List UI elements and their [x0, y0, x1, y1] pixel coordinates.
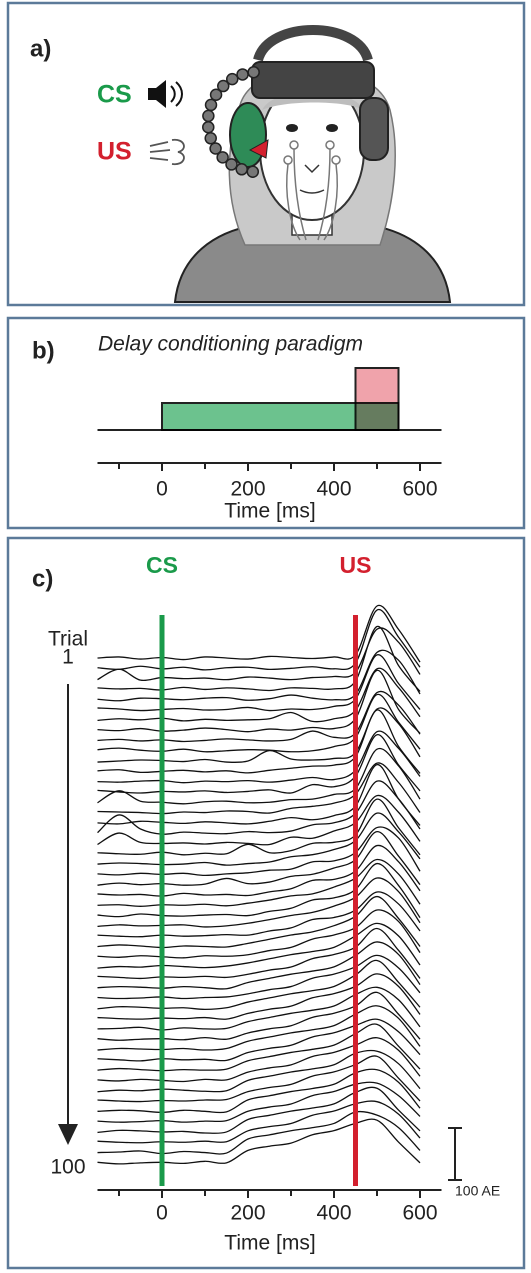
y-tick-label: 100	[50, 1156, 85, 1179]
trace	[97, 1049, 421, 1093]
trace	[97, 709, 421, 774]
cs-label: CS	[97, 81, 132, 109]
trace	[97, 858, 421, 907]
x-tick-label: 200	[230, 478, 265, 501]
trace	[97, 844, 421, 897]
cable-coil	[202, 109, 215, 123]
trace	[97, 1081, 421, 1123]
trace	[97, 991, 421, 1041]
cable-coil	[247, 65, 260, 79]
scale-label: 100 AE	[455, 1183, 500, 1199]
x-tick-label: 400	[316, 1202, 351, 1225]
trace	[97, 649, 421, 702]
trace	[97, 1037, 421, 1083]
trial-arrowhead	[58, 1124, 78, 1145]
trace	[97, 1055, 421, 1103]
trace	[97, 922, 421, 969]
x-tick-label: 0	[156, 1202, 168, 1225]
trace	[97, 909, 421, 959]
panel-title: Delay conditioning paradigm	[98, 333, 363, 356]
trace	[97, 986, 421, 1031]
trace	[97, 891, 421, 938]
x-tick-label: 600	[402, 1202, 437, 1225]
y-tick-label: 1	[62, 646, 74, 669]
trace	[97, 667, 421, 723]
trace	[97, 604, 421, 663]
cable-coil	[216, 151, 229, 164]
trace	[97, 830, 421, 886]
cable-coil	[217, 79, 230, 93]
panel-c-frame	[6, 536, 526, 1270]
onset-label: US	[340, 552, 372, 578]
trace	[97, 1118, 421, 1165]
trace	[97, 877, 421, 928]
x-tick-label: 600	[402, 478, 437, 501]
trace	[97, 1086, 421, 1134]
trace	[97, 1110, 421, 1155]
cable-coil	[202, 120, 215, 134]
trace	[97, 734, 421, 794]
x-tick-label: 400	[316, 478, 351, 501]
trace	[97, 762, 421, 815]
panel-label: c)	[32, 565, 53, 592]
trace	[97, 927, 421, 980]
illustration	[148, 25, 452, 303]
trace	[97, 941, 421, 990]
trace	[97, 1005, 421, 1051]
panel-label: b)	[32, 337, 55, 364]
trace	[97, 1023, 421, 1072]
cable-coil	[204, 98, 218, 112]
us-label: US	[97, 138, 132, 166]
trace	[97, 1018, 421, 1062]
cable-coil	[236, 68, 249, 81]
trace	[97, 747, 421, 805]
trace	[97, 798, 421, 856]
trace	[97, 730, 421, 784]
trace	[97, 959, 421, 1010]
trace	[97, 954, 421, 1000]
trace	[97, 669, 421, 734]
x-tick-label: 200	[230, 1202, 265, 1225]
trace	[97, 973, 421, 1020]
trace	[97, 690, 421, 743]
panel-label: a)	[30, 35, 51, 62]
onset-label: CS	[146, 552, 178, 578]
cable-coil	[204, 132, 217, 145]
trace	[97, 654, 421, 712]
stimulus	[354, 367, 400, 431]
y-axis-title: Trial	[48, 628, 88, 651]
x-tick-label: 0	[156, 478, 168, 501]
cable-coil	[209, 142, 222, 155]
x-axis-title: Time [ms]	[224, 1232, 315, 1255]
trace	[97, 780, 421, 835]
cable-coil	[209, 88, 223, 102]
trace	[97, 895, 421, 949]
trace	[97, 826, 421, 877]
x-axis-title: Time [ms]	[224, 500, 315, 523]
trace	[97, 1100, 421, 1144]
trace	[97, 812, 421, 866]
trace	[97, 862, 421, 919]
cable-coil	[235, 163, 248, 176]
trace	[97, 625, 421, 692]
trace	[97, 763, 421, 826]
trace	[97, 794, 421, 846]
trace	[97, 608, 421, 671]
cable-coil	[225, 72, 239, 86]
cable-coil	[246, 165, 260, 178]
trace	[97, 1068, 421, 1114]
trace	[97, 693, 421, 753]
cable-coil	[225, 158, 238, 171]
